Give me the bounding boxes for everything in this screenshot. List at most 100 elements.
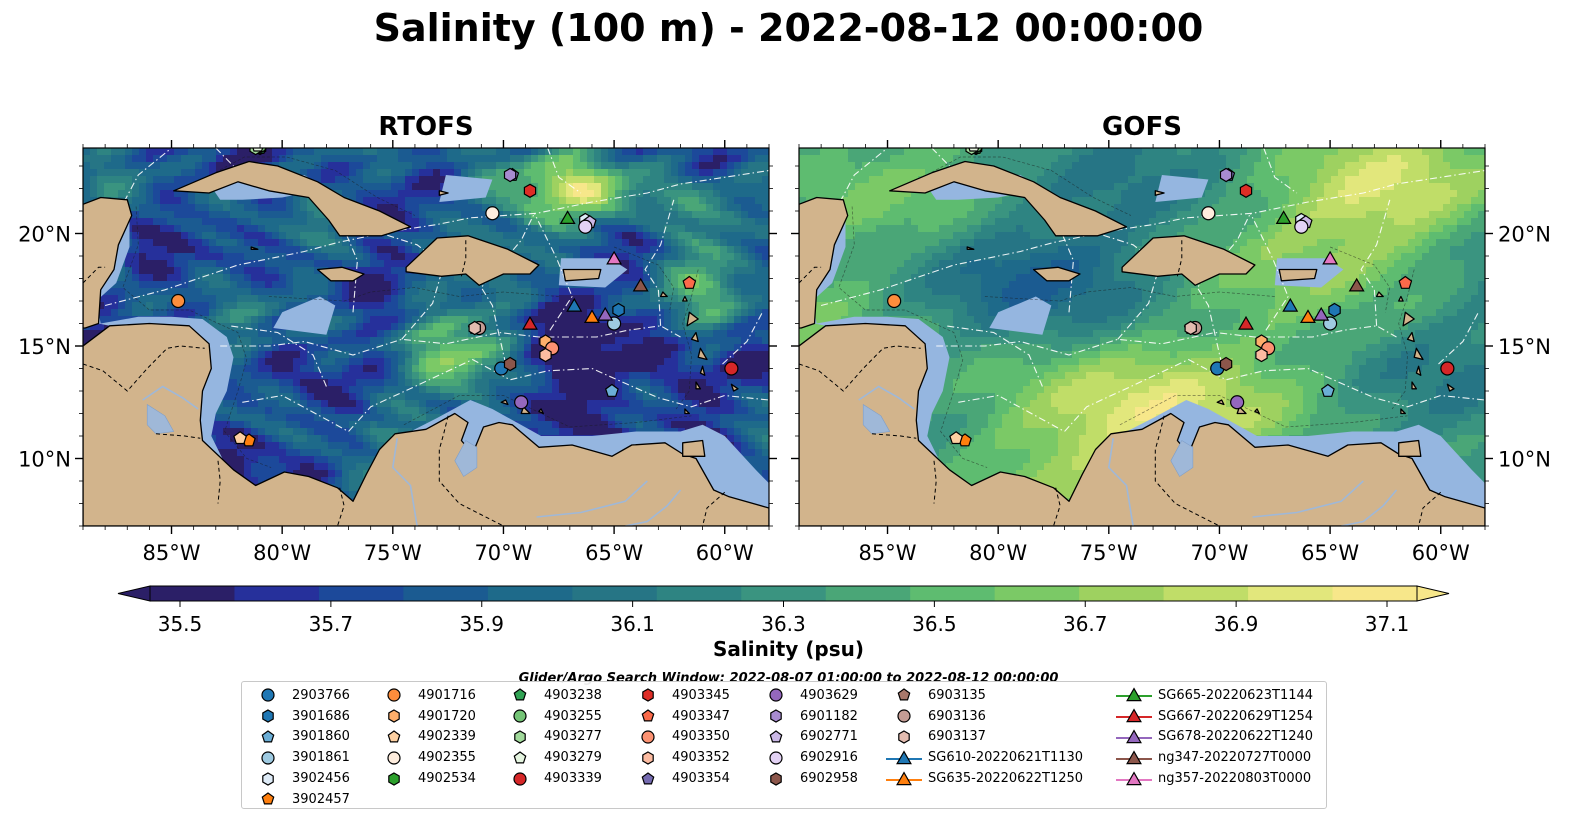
legend-item: SG678-20220622T1240 bbox=[1114, 727, 1313, 748]
lat-tick-label: 20°N bbox=[1498, 223, 1551, 247]
observation-marker-4903339[interactable] bbox=[724, 361, 739, 376]
legend-marker-circle bbox=[513, 709, 527, 723]
observation-marker-3901860[interactable] bbox=[604, 383, 619, 397]
observation-marker-4902339[interactable] bbox=[233, 431, 248, 445]
eez-boundary bbox=[722, 312, 763, 365]
observation-marker-6901182[interactable] bbox=[503, 167, 517, 183]
legend-item: 4902355 bbox=[374, 747, 476, 768]
observation-marker-ng357-20220803T0000[interactable] bbox=[606, 250, 623, 265]
observation-marker-4903279[interactable] bbox=[968, 139, 980, 152]
observation-marker-ng347-20220727T0000[interactable] bbox=[1348, 277, 1365, 292]
observation-marker-4901716[interactable] bbox=[171, 293, 186, 309]
observation-marker-6902916[interactable] bbox=[1294, 219, 1309, 234]
legend-item: 4903352 bbox=[628, 747, 730, 768]
legend-marker-triangle bbox=[886, 750, 922, 764]
observation-marker-SG635-20220622T1250[interactable] bbox=[583, 309, 600, 323]
country-border bbox=[1176, 240, 1183, 277]
country-border bbox=[460, 240, 467, 277]
legend-label: 6902916 bbox=[800, 750, 858, 766]
observation-marker-4903279[interactable] bbox=[252, 139, 264, 152]
colorbar: 35.5 35.7 35.9 36.1 36.3 36.5 36.7 36.9 37.1 bbox=[117, 585, 1450, 636]
legend-marker-circle bbox=[769, 751, 783, 765]
isobath-line bbox=[613, 246, 675, 313]
observation-marker-4902339[interactable] bbox=[949, 431, 964, 445]
shelf-area bbox=[1155, 175, 1209, 202]
observation-marker-SG667-20220629T1254[interactable] bbox=[522, 315, 538, 330]
land-mass bbox=[1121, 235, 1256, 286]
observation-marker-6901182[interactable] bbox=[1219, 167, 1233, 183]
legend-item: SG667-20220629T1254 bbox=[1114, 706, 1313, 727]
legend-item: 4902534 bbox=[374, 768, 476, 789]
legend-item: SG665-20220623T1144 bbox=[1114, 685, 1313, 706]
lake bbox=[862, 403, 891, 435]
observation-marker-6903137[interactable] bbox=[1184, 320, 1197, 336]
legend-item: 6903135 bbox=[884, 685, 1083, 706]
observation-marker-ng357-20220803T0000[interactable] bbox=[1322, 250, 1339, 265]
observation-marker-4903629[interactable] bbox=[1230, 395, 1245, 410]
legend-marker-triangle bbox=[886, 770, 922, 785]
observation-marker-6902958[interactable] bbox=[503, 356, 517, 372]
eez-boundary bbox=[1438, 312, 1479, 365]
observation-marker-6903137[interactable] bbox=[468, 320, 481, 336]
lon-tick-label: 85°W bbox=[143, 541, 201, 565]
legend-item: 6902916 bbox=[756, 747, 858, 768]
legend-marker-circle bbox=[387, 751, 401, 765]
observation-marker-6902958[interactable] bbox=[1219, 356, 1233, 372]
legend-label: 4903279 bbox=[544, 750, 602, 766]
river bbox=[1107, 438, 1134, 526]
observation-marker-4903352[interactable] bbox=[539, 347, 552, 363]
observation-marker-SG665-20220623T1144[interactable] bbox=[559, 210, 576, 224]
land-mass bbox=[1254, 408, 1260, 415]
shelf-area bbox=[812, 211, 950, 459]
observation-marker-SG610-20220621T1130[interactable] bbox=[566, 297, 583, 312]
observation-marker-ng347-20220727T0000[interactable] bbox=[632, 277, 649, 292]
eez-boundary bbox=[104, 169, 769, 307]
colorbar-segment bbox=[234, 586, 320, 601]
observation-marker-4903352[interactable] bbox=[1255, 347, 1268, 363]
observation-marker-SG678-20220622T1240[interactable] bbox=[1313, 306, 1330, 321]
legend-label: 4903339 bbox=[544, 771, 602, 787]
land-mass bbox=[83, 322, 769, 526]
map-panel-rtofs bbox=[83, 139, 769, 526]
observation-marker-4901716[interactable] bbox=[887, 293, 902, 309]
isobath-line bbox=[1119, 395, 1408, 428]
observation-marker-4903345[interactable] bbox=[523, 183, 537, 198]
observation-marker-4903345[interactable] bbox=[1239, 183, 1253, 198]
land-mass bbox=[695, 381, 702, 390]
observation-marker-4903347[interactable] bbox=[1398, 275, 1413, 289]
observation-marker-3901686[interactable] bbox=[1328, 302, 1341, 318]
observation-marker-3901860[interactable] bbox=[1320, 383, 1335, 397]
legend-column: 4901716 4901720 4902339 4902355 4902534 bbox=[374, 685, 476, 789]
observation-marker-SG610-20220621T1130[interactable] bbox=[1282, 297, 1299, 312]
isobath-line bbox=[122, 206, 272, 468]
colorbar-segment bbox=[403, 586, 489, 601]
observation-marker-3901686[interactable] bbox=[612, 302, 625, 318]
isobath-line bbox=[675, 269, 699, 410]
legend: 2903766 3901686 3901860 3901861 3902456 39024… bbox=[241, 681, 1327, 809]
observation-marker-SG665-20220623T1144[interactable] bbox=[1275, 210, 1292, 224]
land-mass bbox=[697, 347, 708, 361]
legend-label: 4902339 bbox=[418, 729, 476, 745]
legend-label: 4903629 bbox=[800, 687, 858, 703]
observation-marker-SG678-20220622T1240[interactable] bbox=[597, 306, 614, 321]
legend-item: 3901861 bbox=[248, 747, 350, 768]
legend-item: 4902339 bbox=[374, 727, 476, 748]
figure-title: Salinity (100 m) - 2022-08-12 00:00:00 bbox=[373, 6, 1204, 50]
observation-marker-4902355[interactable] bbox=[485, 206, 500, 221]
colorbar-tick-label: 35.7 bbox=[309, 612, 354, 636]
legend-marker-hexagon bbox=[388, 709, 400, 723]
legend-label: 6903136 bbox=[928, 708, 986, 724]
observation-marker-4902355[interactable] bbox=[1201, 206, 1216, 221]
observation-marker-SG635-20220622T1250[interactable] bbox=[1299, 309, 1316, 323]
lat-tick-label: 10°N bbox=[18, 448, 71, 472]
observation-marker-SG667-20220629T1254[interactable] bbox=[1238, 315, 1254, 330]
observation-marker-4903347[interactable] bbox=[682, 275, 697, 289]
river bbox=[391, 438, 418, 526]
lake bbox=[146, 403, 175, 435]
lon-tick-label: 75°W bbox=[1080, 541, 1138, 565]
river bbox=[1341, 489, 1398, 526]
observation-marker-4903339[interactable] bbox=[1440, 361, 1455, 376]
lon-tick-label: 65°W bbox=[585, 541, 643, 565]
observation-marker-4903629[interactable] bbox=[514, 395, 529, 410]
observation-marker-6902916[interactable] bbox=[578, 219, 593, 234]
